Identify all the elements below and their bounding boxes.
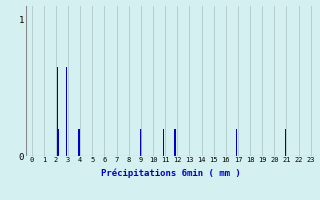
Bar (91, 129, 92, 156)
Bar (163, 129, 164, 156)
Bar (78, 129, 79, 156)
Bar (53, 129, 54, 156)
Bar (141, 129, 142, 156)
Bar (236, 129, 237, 156)
Bar (175, 129, 176, 156)
Bar (52, 129, 53, 156)
X-axis label: Précipitations 6min ( mm ): Précipitations 6min ( mm ) (101, 169, 241, 178)
Bar (66, 67, 67, 156)
Bar (79, 129, 80, 156)
